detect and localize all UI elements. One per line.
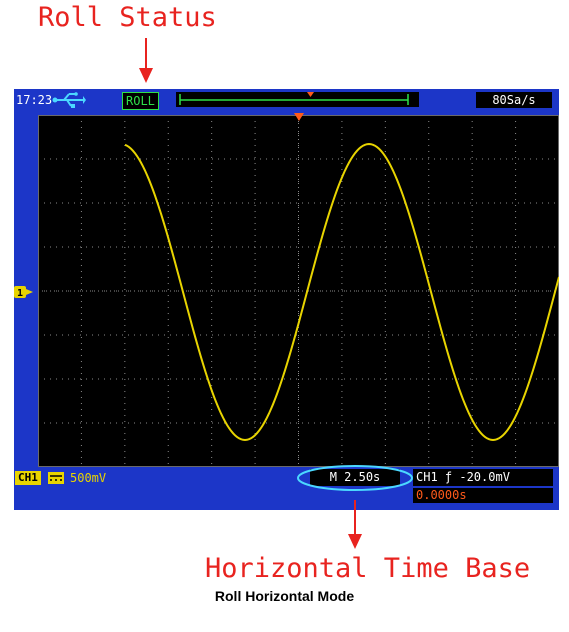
channel-1-marker: 1 (14, 286, 33, 299)
clock-time: 17:23 (16, 93, 53, 107)
roll-status-annotation: Roll Status (38, 2, 217, 33)
horizontal-time-base: M 2.50s (310, 469, 400, 486)
channel-1-label: CH1 (15, 471, 41, 485)
waveform-display (38, 115, 560, 467)
sample-rate: 80Sa/s (476, 92, 552, 108)
roll-status-badge: ROLL (122, 92, 159, 110)
status-bar: 17:23 ROLL 80Sa/s (14, 89, 559, 111)
horizontal-time-base-annotation: Horizontal Time Base (205, 553, 531, 584)
time-base-arrow (348, 500, 362, 549)
channel-1-marker-label: 1 (17, 288, 23, 299)
volts-per-division: 500mV (70, 471, 107, 485)
oscilloscope-screen: 17:23 ROLL 80Sa/s 1 (14, 89, 560, 510)
memory-position-bar (176, 92, 419, 107)
figure-caption: Roll Horizontal Mode (214, 588, 355, 604)
trigger-position-icon (294, 113, 304, 121)
waveform-grid (38, 115, 560, 467)
bottom-status-bar: CH1 500mV M 2.50s CH1 ƒ -20.0mV 0.0000s (14, 465, 559, 510)
usb-icon (52, 92, 86, 108)
time-base-highlight-ellipse (297, 465, 413, 491)
dc-coupling-icon (48, 472, 64, 484)
trigger-info: CH1 ƒ -20.0mV (413, 469, 553, 486)
trigger-position: 0.0000s (413, 488, 553, 503)
roll-status-arrow (139, 38, 153, 83)
channel-1-waveform (124, 142, 560, 442)
